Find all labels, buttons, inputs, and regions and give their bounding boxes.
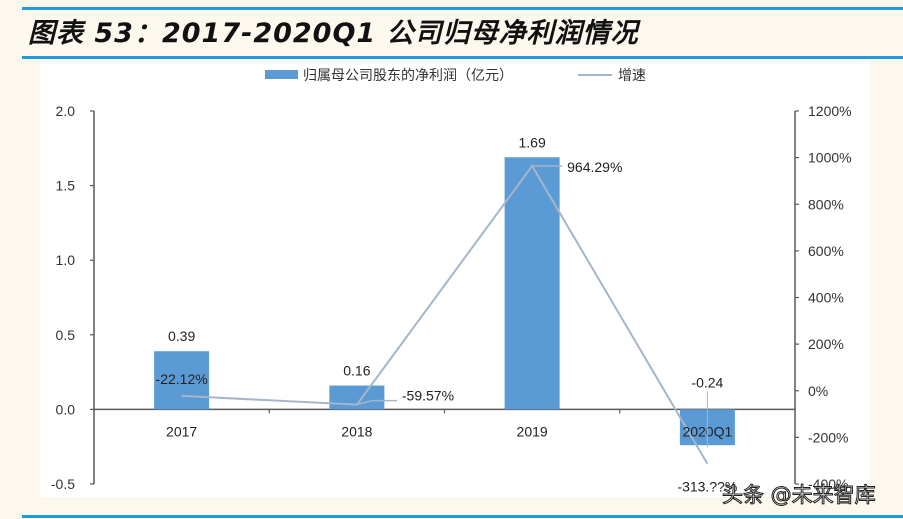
- bar-2017: [154, 351, 210, 410]
- legend-label-line: 增速: [618, 67, 646, 83]
- right-tick-label: -400%: [808, 476, 848, 492]
- growth-value-label: 964.29%: [567, 159, 622, 175]
- growth-line: [181, 164, 709, 465]
- bar-2018: [329, 385, 385, 410]
- right-tick-label: 400%: [808, 290, 844, 306]
- right-tick-label: 800%: [808, 196, 844, 212]
- bar-value-label: 1.69: [519, 134, 546, 150]
- category-label: 2019: [517, 423, 548, 439]
- right-tick-label: 200%: [808, 336, 844, 352]
- axes: 2.0 1.5 1.0 0.5 0.0 -0.5 1200% 1000% 800% 600% 400…: [51, 103, 852, 492]
- growth-value-label: -22.12%: [156, 371, 208, 387]
- data-labels: 2017 2018 2019 2020Q10.390.161.69-0.24-22.1…: [156, 134, 738, 494]
- category-label: 2018: [341, 423, 372, 439]
- left-tick-label: 1.5: [56, 178, 76, 194]
- bar-value-label: 0.16: [343, 363, 370, 379]
- left-tick-label: 0.0: [56, 401, 76, 417]
- growth-value-label: -59.57%: [402, 388, 454, 404]
- category-label: 2017: [166, 423, 197, 439]
- right-tick-label: 1000%: [808, 150, 852, 166]
- legend-swatch-bar: [265, 70, 298, 79]
- bottom-rule: [22, 515, 903, 518]
- growth-value-label: -313.??%: [677, 479, 737, 495]
- left-tick-label: 2.0: [56, 103, 76, 119]
- legend: 归属母公司股东的净利润（亿元） 增速: [265, 67, 646, 83]
- right-tick-label: -200%: [808, 429, 848, 445]
- watermark: 头条 @未来智库: [722, 483, 877, 508]
- left-tick-label: -0.5: [51, 476, 75, 492]
- top-rule: [22, 7, 903, 10]
- legend-label-bar: 归属母公司股东的净利润（亿元）: [303, 67, 513, 83]
- figure-title: 图表 53：2017-2020Q1 公司归母净利润情况: [28, 18, 639, 49]
- left-tick-label: 1.0: [56, 252, 76, 268]
- left-tick-label: 0.5: [56, 327, 76, 343]
- bars: [154, 157, 735, 446]
- title-underline: [22, 56, 903, 59]
- right-tick-label: 0%: [808, 383, 828, 399]
- right-tick-label: 600%: [808, 243, 844, 259]
- bar-value-label: 0.39: [168, 328, 195, 344]
- bar-value-label: -0.24: [691, 374, 723, 390]
- bar-2019: [504, 157, 560, 410]
- right-tick-label: 1200%: [808, 103, 852, 119]
